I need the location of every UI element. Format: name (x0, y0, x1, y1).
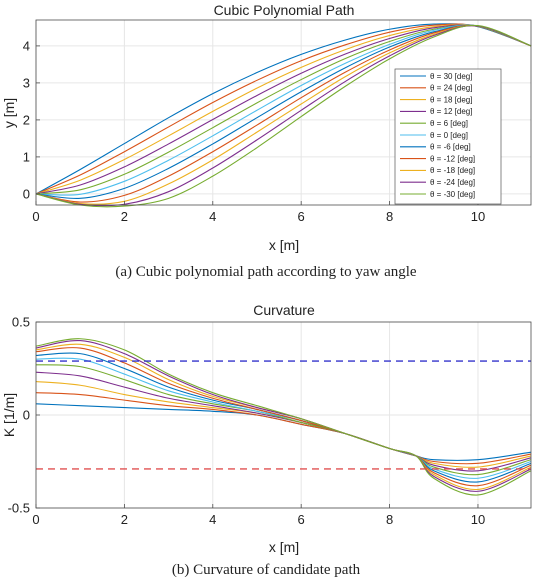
path-y-tick-label: 2 (23, 112, 30, 127)
legend-label: θ = -30 [deg] (430, 190, 475, 199)
path-legend: θ = 30 [deg] θ = 24 [deg] θ = 18 [deg] θ = … (394, 68, 502, 205)
path-y-axis-label: y [m] (1, 98, 17, 128)
curvature-x-tick-label: 0 (32, 512, 39, 527)
path-series-line (35, 24, 532, 199)
legend-label: θ = 6 [deg] (430, 119, 468, 128)
path-series-line (35, 24, 532, 203)
path-plot-frame (35, 19, 532, 206)
curvature-chart: Curvature 0 2 4 6 8 10-0.500.5 x [m] K [1/m] … (1, 302, 532, 578)
path-x-tick-label: 0 (32, 209, 39, 224)
path-series-line (35, 25, 532, 205)
path-series-line (35, 24, 532, 196)
path-chart-caption: (a) Cubic polynomial path according to y… (115, 264, 416, 280)
path-x-tick-label: 10 (471, 209, 485, 224)
curvature-y-axis-label: K [1/m] (1, 393, 17, 437)
path-y-tick-label: 0 (23, 186, 30, 201)
path-chart-title: Cubic Polynomial Path (214, 2, 355, 18)
curvature-x-tick-label: 2 (121, 512, 128, 527)
legend-label: θ = 0 [deg] (430, 131, 468, 140)
legend-label: θ = 30 [deg] (430, 72, 472, 81)
legend-label: θ = -18 [deg] (430, 166, 475, 175)
path-chart: Cubic Polynomial Path 0 2 4 6 8 10 0 1 2 3 4 x [m]… (1, 2, 532, 280)
curvature-y-tick-label: -0.5 (8, 501, 30, 516)
curvature-series-line (35, 364, 532, 476)
curvature-x-tick-label: 10 (471, 512, 485, 527)
path-series-line (35, 23, 532, 195)
path-y-tick-label: 1 (23, 149, 30, 164)
curvature-chart-title: Curvature (253, 302, 315, 318)
curvature-x-tick-label: 6 (298, 512, 305, 527)
curvature-y-tick-label: 0 (23, 408, 30, 423)
path-x-tick-label: 8 (386, 209, 393, 224)
path-ticks: 0 2 4 6 8 10 0 1 2 3 4 (23, 38, 485, 224)
path-series-line (35, 24, 532, 195)
path-x-tick-label: 4 (209, 209, 216, 224)
curvature-series-line (35, 347, 532, 487)
curvature-x-axis-label: x [m] (269, 539, 299, 555)
curvature-x-tick-label: 8 (386, 512, 393, 527)
curvature-chart-caption: (b) Curvature of candidate path (172, 562, 361, 578)
legend-label: θ = -6 [deg] (430, 143, 471, 152)
curvature-series-group (35, 338, 532, 496)
path-x-tick-label: 6 (298, 209, 305, 224)
curvature-series-line (35, 392, 532, 465)
path-series-line (35, 23, 532, 195)
legend-label: θ = -12 [deg] (430, 154, 475, 163)
legend-label: θ = 18 [deg] (430, 95, 472, 104)
curvature-ticks: 0 2 4 6 8 10-0.500.5 (8, 315, 486, 528)
curvature-x-tick-label: 4 (209, 512, 216, 527)
path-y-tick-label: 4 (23, 38, 30, 53)
path-y-tick-label: 3 (23, 75, 30, 90)
legend-label: θ = -24 [deg] (430, 178, 475, 187)
path-series-line (35, 24, 532, 195)
path-x-axis-label: x [m] (269, 237, 299, 253)
legend-box (394, 68, 502, 205)
curvature-y-tick-label: 0.5 (12, 315, 30, 330)
legend-label: θ = 12 [deg] (430, 107, 472, 116)
legend-label: θ = 24 [deg] (430, 84, 472, 93)
curvature-series-line (35, 338, 532, 496)
path-series-line (35, 24, 532, 195)
path-x-tick-label: 2 (121, 209, 128, 224)
path-series-line (35, 24, 532, 208)
